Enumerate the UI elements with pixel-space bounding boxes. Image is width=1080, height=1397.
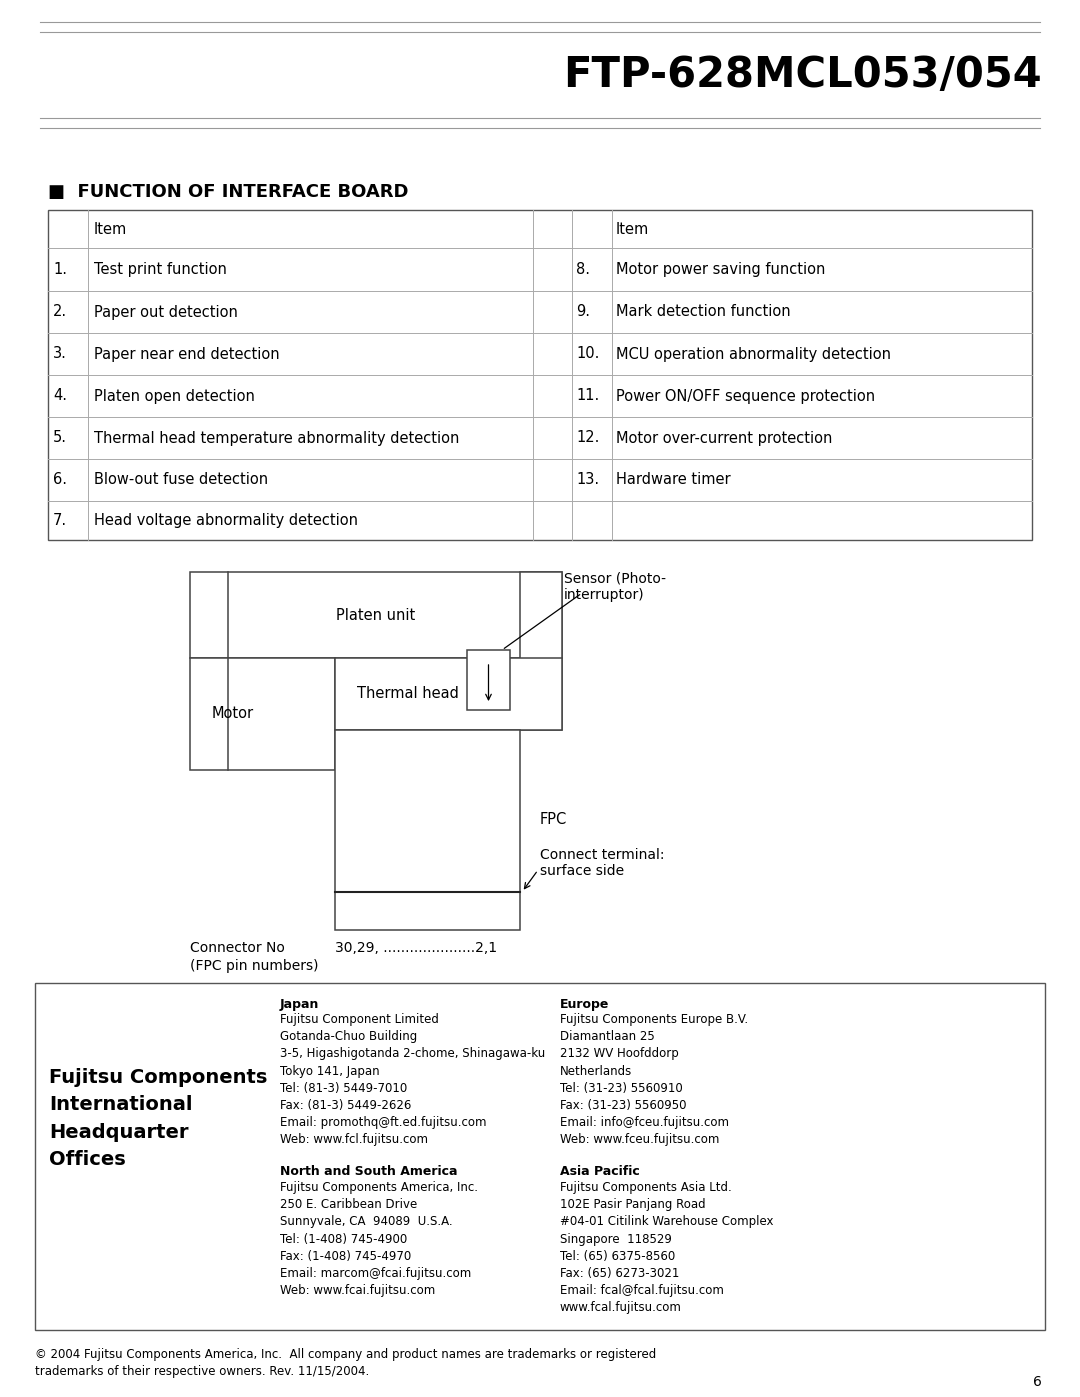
- Bar: [48, 210, 1032, 541]
- Text: (FPC pin numbers): (FPC pin numbers): [190, 958, 319, 972]
- Text: Platen open detection: Platen open detection: [94, 388, 255, 404]
- Text: 4.: 4.: [53, 388, 67, 404]
- Bar: [190, 658, 335, 770]
- Text: Head voltage abnormality detection: Head voltage abnormality detection: [94, 513, 357, 528]
- Bar: [190, 571, 562, 658]
- Text: 3.: 3.: [53, 346, 67, 362]
- Text: Motor power saving function: Motor power saving function: [616, 263, 825, 277]
- Text: Motor: Motor: [212, 707, 254, 721]
- Bar: [519, 571, 562, 731]
- Text: FPC: FPC: [540, 813, 567, 827]
- Text: 6: 6: [1034, 1375, 1042, 1389]
- Text: Fujitsu Components
International
Headquarter
Offices: Fujitsu Components International Headqua…: [49, 1067, 268, 1169]
- Text: 13.: 13.: [576, 472, 599, 488]
- Text: Motor over-current protection: Motor over-current protection: [616, 430, 833, 446]
- Text: 5.: 5.: [53, 430, 67, 446]
- Text: Mark detection function: Mark detection function: [616, 305, 791, 320]
- Text: © 2004 Fujitsu Components America, Inc.  All company and product names are trade: © 2004 Fujitsu Components America, Inc. …: [35, 1348, 657, 1377]
- Text: Paper near end detection: Paper near end detection: [94, 346, 280, 362]
- Text: Power ON/OFF sequence protection: Power ON/OFF sequence protection: [616, 388, 875, 404]
- Text: Fujitsu Components Europe B.V.
Diamantlaan 25
2132 WV Hoofddorp
Netherlands
Tel:: Fujitsu Components Europe B.V. Diamantla…: [561, 1013, 748, 1147]
- Text: 12.: 12.: [576, 430, 599, 446]
- Text: Test print function: Test print function: [94, 263, 227, 277]
- Text: Paper out detection: Paper out detection: [94, 305, 238, 320]
- Bar: [335, 658, 562, 731]
- Text: MCU operation abnormality detection: MCU operation abnormality detection: [616, 346, 891, 362]
- Text: Fujitsu Components Asia Ltd.
102E Pasir Panjang Road
#04-01 Citilink Warehouse C: Fujitsu Components Asia Ltd. 102E Pasir …: [561, 1180, 773, 1315]
- Text: Sensor (Photo-
interruptor): Sensor (Photo- interruptor): [564, 571, 666, 602]
- Text: Connect terminal:
surface side: Connect terminal: surface side: [540, 848, 664, 879]
- Text: Fujitsu Component Limited
Gotanda-Chuo Building
3-5, Higashigotanda 2-chome, Shi: Fujitsu Component Limited Gotanda-Chuo B…: [280, 1013, 545, 1147]
- Text: Europe: Europe: [561, 997, 609, 1011]
- Text: Thermal head temperature abnormality detection: Thermal head temperature abnormality det…: [94, 430, 459, 446]
- Text: FTP-628MCL053/054: FTP-628MCL053/054: [564, 54, 1042, 96]
- Text: Thermal head: Thermal head: [357, 686, 459, 701]
- Text: Blow-out fuse detection: Blow-out fuse detection: [94, 472, 268, 488]
- Text: 7.: 7.: [53, 513, 67, 528]
- Text: Fujitsu Components America, Inc.
250 E. Caribbean Drive
Sunnyvale, CA  94089  U.: Fujitsu Components America, Inc. 250 E. …: [280, 1180, 478, 1298]
- Text: Item: Item: [94, 222, 127, 236]
- Text: 30,29, .....................2,1: 30,29, .....................2,1: [335, 942, 497, 956]
- Text: 2.: 2.: [53, 305, 67, 320]
- Text: 11.: 11.: [576, 388, 599, 404]
- Text: Asia Pacific: Asia Pacific: [561, 1165, 639, 1178]
- Text: Item: Item: [616, 222, 649, 236]
- Text: North and South America: North and South America: [280, 1165, 458, 1178]
- Text: Japan: Japan: [280, 997, 320, 1011]
- Text: Connector No: Connector No: [190, 942, 285, 956]
- Text: 8.: 8.: [576, 263, 590, 277]
- Text: 6.: 6.: [53, 472, 67, 488]
- Text: 10.: 10.: [576, 346, 599, 362]
- Bar: [335, 731, 519, 930]
- Text: Hardware timer: Hardware timer: [616, 472, 731, 488]
- Bar: [467, 650, 510, 710]
- Text: Platen unit: Platen unit: [336, 608, 416, 623]
- Text: 9.: 9.: [576, 305, 590, 320]
- Bar: [35, 983, 1045, 1330]
- Text: ■  FUNCTION OF INTERFACE BOARD: ■ FUNCTION OF INTERFACE BOARD: [48, 183, 408, 201]
- Text: 1.: 1.: [53, 263, 67, 277]
